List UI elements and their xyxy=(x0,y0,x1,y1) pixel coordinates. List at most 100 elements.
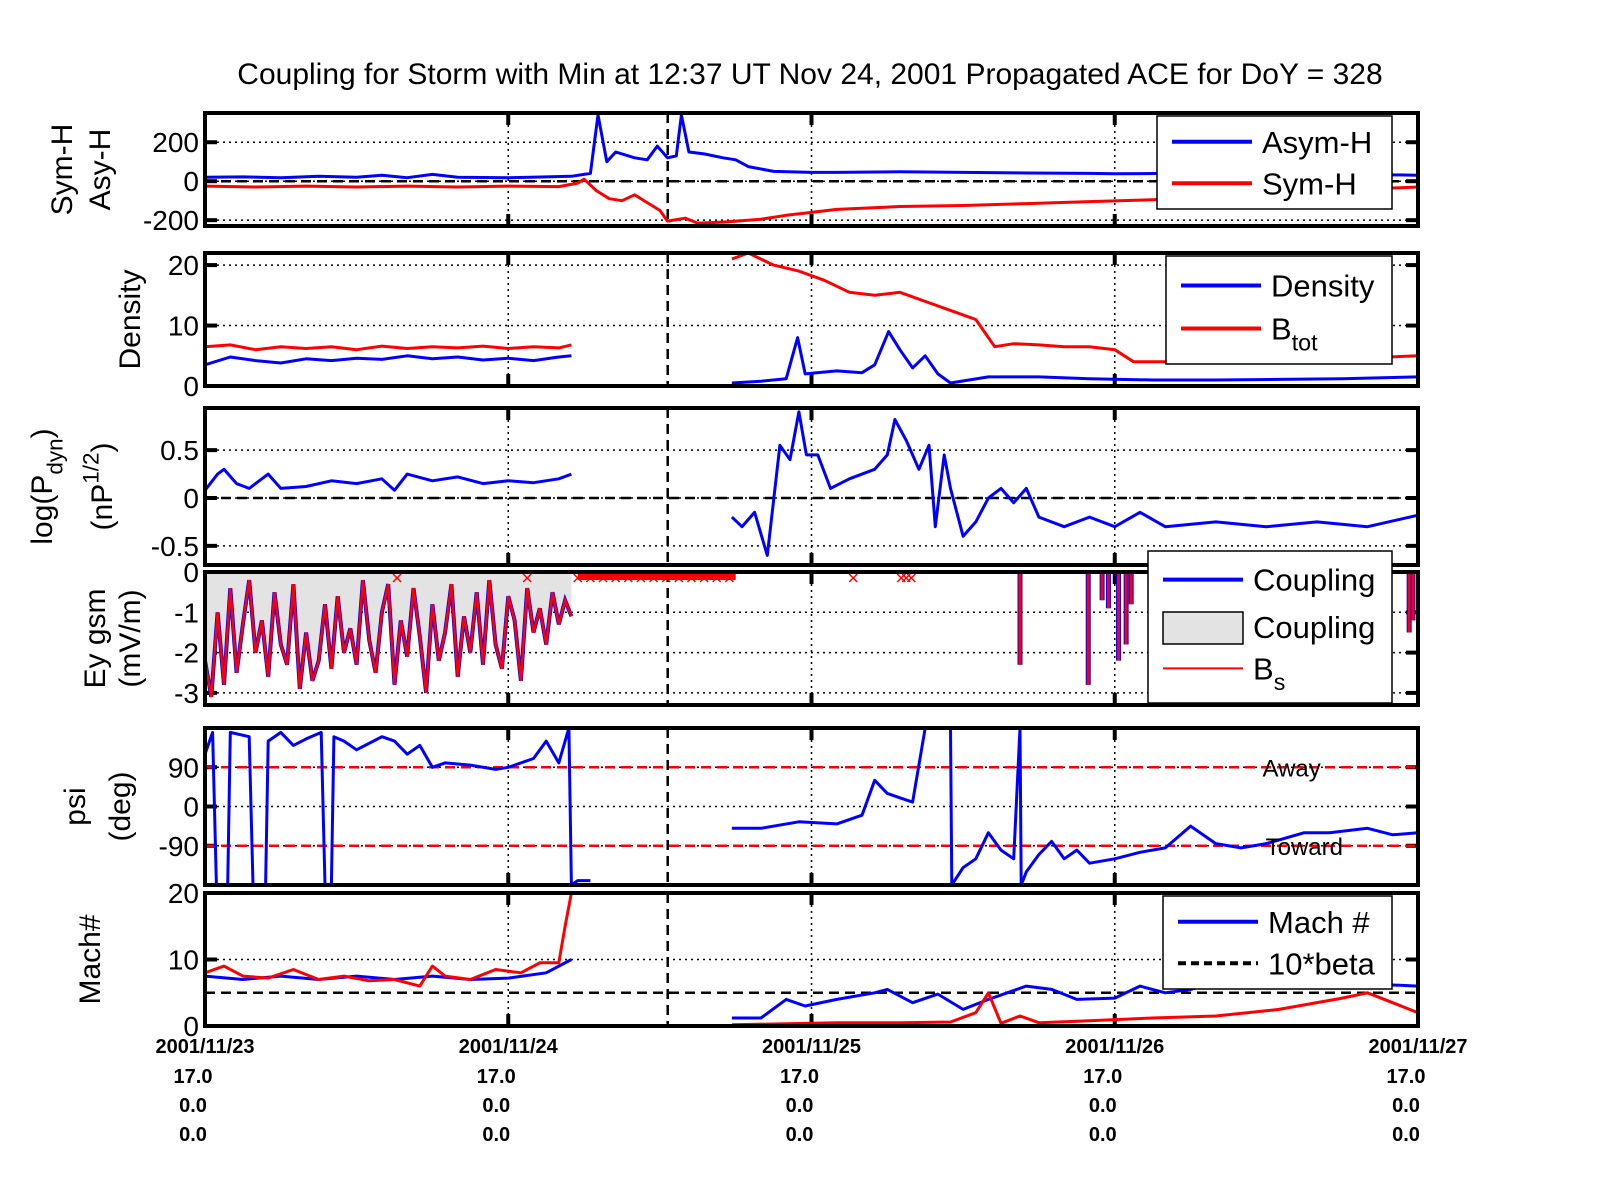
label-part: dyn xyxy=(43,438,68,474)
legend: Asym-H Sym-H xyxy=(1156,115,1393,210)
label-part: Ey gsm xyxy=(79,588,112,688)
y-tick-label: 10 xyxy=(168,311,199,342)
legend-label: Asym-H xyxy=(1262,125,1372,160)
y-tick-label: 0 xyxy=(183,1011,199,1042)
series-line-density xyxy=(205,330,1418,385)
x-tick-label: 17.0 xyxy=(174,1066,213,1088)
plot-area xyxy=(205,408,1418,565)
y-tick-label: -2 xyxy=(174,638,199,669)
y-tick-label: 90 xyxy=(168,752,199,783)
x-axis-labels: 2001/11/23 17.0 0.0 0.0 2001/11/24 17.0 0.0 0.0… xyxy=(156,1036,1468,1146)
bs-marker xyxy=(848,573,858,583)
x-tick-label: 0.0 xyxy=(1392,1124,1420,1146)
y-axis-label: Asy-H xyxy=(84,129,117,211)
label-part: 1/2 xyxy=(79,453,104,484)
x-tick-label: 0.0 xyxy=(786,1095,814,1117)
label-part: (mV/m) xyxy=(114,589,147,687)
label-part: Sym-H xyxy=(1262,166,1357,201)
legend: Density Btot xyxy=(1165,255,1393,365)
bs-line xyxy=(205,579,573,698)
legend-label: Sym-H xyxy=(1262,166,1357,201)
series-line-sym-h xyxy=(205,177,1418,225)
label-part: (deg) xyxy=(104,771,137,841)
label-part: Density xyxy=(1271,269,1375,304)
label-part: B xyxy=(1271,312,1292,347)
label-part: Coupling xyxy=(1253,610,1375,645)
legend-box xyxy=(1156,115,1393,210)
legend-label: Bs xyxy=(1253,651,1285,695)
y-tick-label: 10 xyxy=(168,945,199,976)
legend-label: Mach # xyxy=(1268,905,1370,940)
y-axis-label: Ey gsm xyxy=(79,588,112,688)
x-tick-label: 2001/11/23 xyxy=(156,1036,255,1058)
panel-frame xyxy=(203,570,1420,707)
panel-frame xyxy=(203,111,1420,228)
y-axis-label: (deg) xyxy=(104,771,137,841)
series-line-psi xyxy=(205,728,1418,885)
legend-label: Coupling xyxy=(1253,610,1375,645)
label-part: Asy-H xyxy=(84,129,117,211)
x-tick-label: 0.0 xyxy=(179,1095,207,1117)
panel-frame xyxy=(203,726,1420,887)
x-tick-label: 17.0 xyxy=(477,1066,516,1088)
x-tick-label: 0.0 xyxy=(179,1124,207,1146)
x-tick-label: 0.0 xyxy=(786,1124,814,1146)
y-tick-label: 0.5 xyxy=(160,435,199,466)
y-tick-label: 0 xyxy=(183,792,199,823)
y-tick-label: 0 xyxy=(183,557,199,588)
panel-frame xyxy=(203,406,1420,567)
legend-box xyxy=(1162,895,1393,990)
label-part: 10*beta xyxy=(1268,946,1376,981)
x-tick-label: 2001/11/25 xyxy=(762,1036,861,1058)
y-tick-label: -0.5 xyxy=(151,531,199,562)
x-tick-label: 2001/11/24 xyxy=(459,1036,559,1058)
plot-area xyxy=(205,572,1416,705)
label-part: Mach# xyxy=(74,914,107,1004)
x-tick-label: 17.0 xyxy=(780,1066,819,1088)
label-part: (nP xyxy=(86,484,119,531)
panel-frame xyxy=(203,251,1420,388)
y-axis-label: Density xyxy=(114,269,147,369)
y-axis-label: (nP1/2) xyxy=(79,443,120,531)
legend-label: 10*beta xyxy=(1268,946,1376,981)
legend-swatch-fill xyxy=(1162,611,1244,645)
x-tick-label: 17.0 xyxy=(1387,1066,1426,1088)
legend-box xyxy=(1165,255,1393,365)
x-tick-label: 0.0 xyxy=(482,1095,510,1117)
y-tick-label: 20 xyxy=(168,878,199,909)
annotation-toward: Toward xyxy=(1266,834,1343,861)
annotation-away: Away xyxy=(1263,755,1321,782)
x-tick-label: 17.0 xyxy=(1083,1066,1122,1088)
label-part: Density xyxy=(114,269,147,369)
label-part: Asym-H xyxy=(1262,125,1372,160)
series-line-10-beta xyxy=(205,893,1418,1026)
bs-marker xyxy=(906,573,916,583)
plot-area xyxy=(205,728,1418,885)
y-tick-label: -3 xyxy=(174,678,199,709)
x-tick-label: 2001/11/26 xyxy=(1065,1036,1164,1058)
y-tick-label: -200 xyxy=(143,205,199,236)
legend-label: Coupling xyxy=(1253,563,1375,598)
panel-4: 0 -1 -2 -3 Ey gsm (mV/m) Coupling Coupling Bs xyxy=(79,550,1420,709)
x-tick-label: 0.0 xyxy=(1392,1095,1420,1117)
label-part: Sym-H xyxy=(46,124,79,216)
label-part: tot xyxy=(1292,329,1318,355)
y-tick-label: -90 xyxy=(159,831,199,862)
y-tick-label: 200 xyxy=(152,127,199,158)
bs-marker-band xyxy=(577,574,736,580)
x-tick-label: 0.0 xyxy=(482,1124,510,1146)
series-line-log-p-dyn- xyxy=(205,410,1418,557)
legend: Coupling Coupling Bs xyxy=(1147,550,1393,704)
y-axis-label: (mV/m) xyxy=(114,589,147,687)
x-tick-label: 0.0 xyxy=(1089,1124,1117,1146)
y-tick-label: 20 xyxy=(168,250,199,281)
label-part: B xyxy=(1253,651,1274,686)
y-axis-label: psi xyxy=(59,787,92,825)
panel-2: 20 10 0 Density Density Btot xyxy=(114,250,1420,402)
x-tick-label: 0.0 xyxy=(1089,1095,1117,1117)
plot-area xyxy=(205,893,1418,1026)
legend: Mach # 10*beta xyxy=(1162,895,1393,990)
